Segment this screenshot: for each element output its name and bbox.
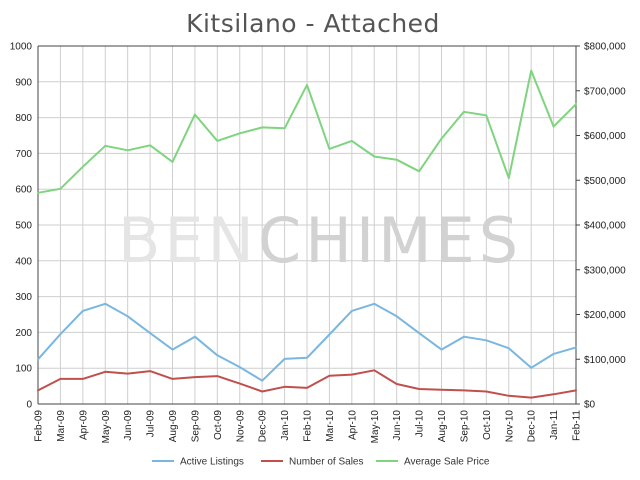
left-y-tick-label: 800 [15, 113, 32, 124]
chart-title: Kitsilano - Attached [186, 9, 440, 38]
right-y-tick-label: $600,000 [584, 131, 626, 142]
left-y-tick-label: 700 [15, 149, 32, 160]
x-tick-label: Mar-09 [56, 410, 67, 442]
right-y-tick-label: $0 [584, 400, 596, 411]
left-y-tick-label: 100 [15, 364, 32, 375]
right-y-tick-label: $100,000 [584, 355, 626, 366]
x-tick-label: Nov-09 [235, 410, 246, 443]
x-tick-label: Dec-10 [527, 410, 538, 443]
legend-label-average-sale-price: Average Sale Price [404, 457, 490, 468]
x-tick-label: Feb-11 [572, 410, 583, 441]
left-y-axis-ticks: 0 100 200 300 400 500 600 700 800 900 1000 [10, 42, 33, 411]
right-y-tick-label: $200,000 [584, 310, 626, 321]
x-tick-label: May-09 [101, 410, 112, 444]
x-tick-label: Nov-10 [504, 410, 515, 443]
series [37, 69, 577, 399]
x-tick-label: Feb-10 [303, 410, 314, 442]
x-tick-label: Oct-10 [482, 410, 493, 440]
left-y-tick-label: 500 [15, 221, 32, 232]
legend: Active Listings Number of Sales Average Sa… [152, 457, 490, 468]
x-axis-ticks: Feb-09 Mar-09 Apr-09 May-09 Jun-09 Jul-09 Aug-… [34, 410, 583, 444]
legend-label-active-listings: Active Listings [180, 457, 244, 468]
x-tick-label: Jul-10 [415, 410, 426, 438]
series-line-average-sale-price [37, 69, 577, 194]
left-y-tick-label: 900 [15, 77, 32, 88]
right-y-tick-label: $400,000 [584, 221, 626, 232]
x-tick-label: May-10 [370, 410, 381, 444]
x-tick-label: Aug-10 [437, 410, 448, 443]
right-y-tick-label: $500,000 [584, 176, 626, 187]
series-line-active-listings [37, 302, 577, 382]
x-tick-label: Jan-11 [549, 410, 560, 440]
x-tick-label: Sep-09 [190, 410, 201, 443]
x-tick-label: Jun-10 [392, 410, 403, 441]
left-y-tick-label: 600 [15, 185, 32, 196]
x-tick-label: Sep-10 [459, 410, 470, 443]
x-tick-label: Jan-10 [280, 410, 291, 441]
x-tick-label: Jul-09 [146, 410, 157, 438]
watermark: BENCHIMES [118, 204, 522, 277]
x-tick-label: Oct-09 [213, 410, 224, 440]
x-tick-label: Apr-09 [78, 410, 89, 440]
watermark-part-2: CHIMES [258, 204, 522, 277]
left-y-tick-label: 300 [15, 292, 32, 303]
x-tick-label: Feb-09 [34, 410, 45, 442]
left-y-tick-label: 400 [15, 256, 32, 267]
x-tick-label: Aug-09 [168, 410, 179, 443]
series-line-number-of-sales [37, 369, 577, 399]
x-tick-label: Apr-10 [347, 410, 358, 440]
right-y-tick-label: $300,000 [584, 265, 626, 276]
x-tick-label: Mar-10 [325, 410, 336, 442]
left-y-tick-label: 200 [15, 328, 32, 339]
x-tick-label: Dec-09 [258, 410, 269, 443]
x-tick-label: Jun-09 [123, 410, 134, 441]
right-y-axis-ticks: $0 $100,000 $200,000 $300,000 $400,000 $500,0… [576, 42, 626, 411]
right-y-tick-label: $700,000 [584, 86, 626, 97]
watermark-part-1: BEN [118, 204, 258, 277]
left-y-tick-label: 1000 [10, 42, 33, 53]
right-y-tick-label: $800,000 [584, 42, 626, 53]
left-y-tick-label: 0 [26, 400, 32, 411]
legend-label-number-of-sales: Number of Sales [289, 457, 363, 468]
